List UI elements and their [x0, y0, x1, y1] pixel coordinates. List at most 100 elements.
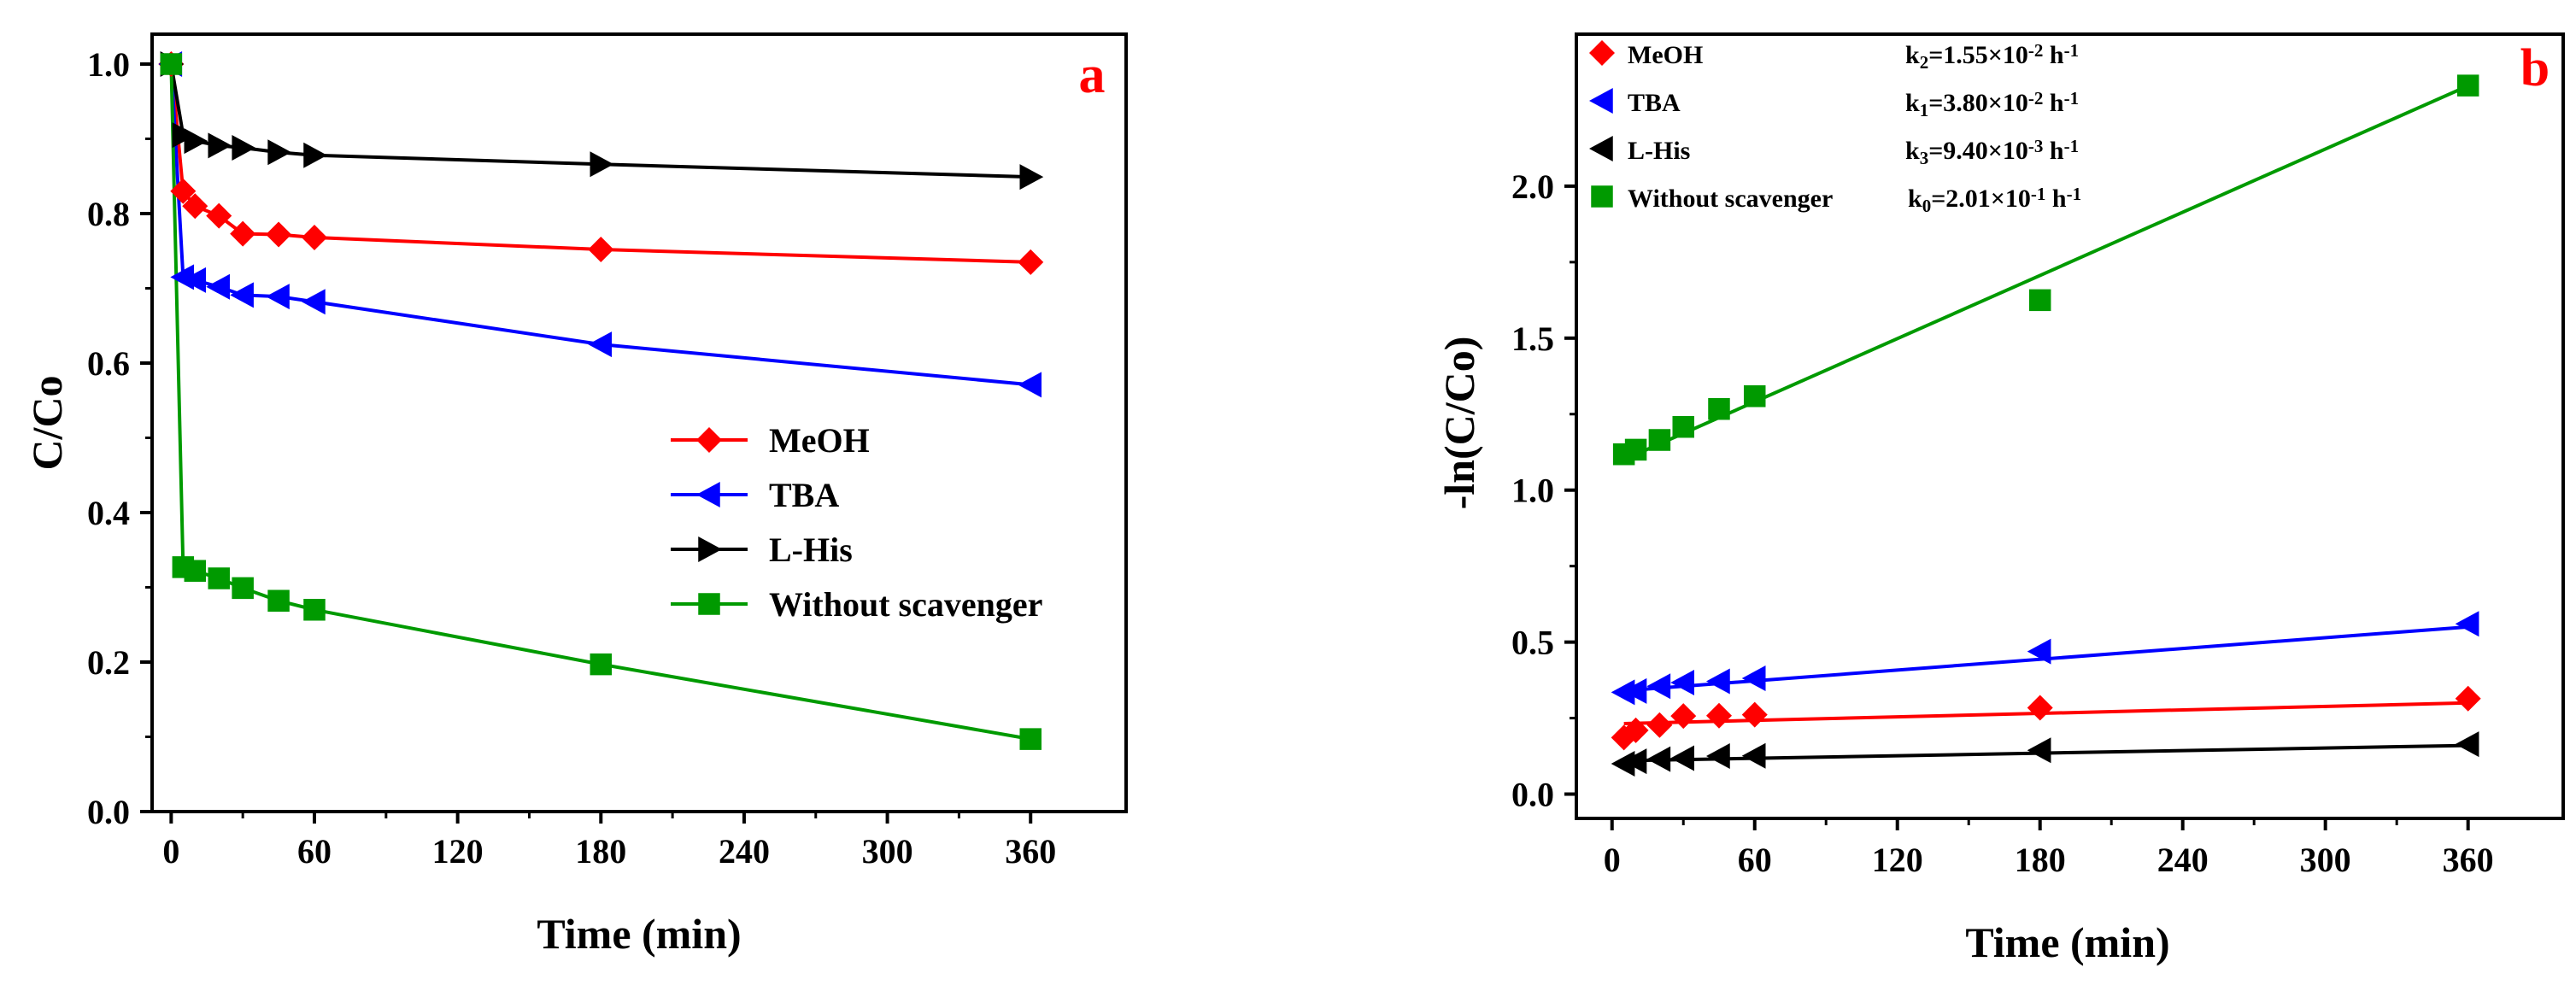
- panel-a-point-meoh: [588, 237, 614, 262]
- panel-b-point-without-scavenger: [1624, 438, 1647, 461]
- panel-a-point-l-his: [172, 122, 197, 149]
- panel-b-point-l-his: [2455, 731, 2479, 758]
- panel-b-y-tick-label: 0.5: [1511, 624, 1554, 662]
- panel-a-point-l-his: [232, 135, 256, 161]
- panel-b-legend-marker-meoh: [1589, 40, 1615, 66]
- panel-a-x-tick-label: 0: [162, 832, 179, 871]
- panel-b-x-tick-label: 240: [2157, 841, 2209, 879]
- panel-b-y-tick-label: 1.0: [1511, 472, 1554, 510]
- panel-b-x-tick-label: 120: [1872, 841, 1923, 879]
- panel-a-point-without-scavenger: [1019, 728, 1042, 750]
- panel-b-legend-label-l-his: L-His: [1628, 137, 1690, 165]
- panel-a-point-without-scavenger: [232, 577, 254, 600]
- panel-a-legend-marker-meoh: [696, 427, 722, 453]
- panel-b-legend-label-tba: TBA: [1628, 89, 1681, 117]
- panel-a-point-without-scavenger: [184, 560, 207, 582]
- panel-a-point-tba: [182, 267, 207, 293]
- panel-a-y-axis-title: C/Co: [23, 375, 71, 470]
- panel-a-point-tba: [266, 284, 290, 310]
- panel-b-chart: 0 60 120 180 240 300 360 0.0 0.5 1.0 1.5 2.0 Time …: [1435, 32, 2565, 966]
- panel-b-point-l-his: [1670, 745, 1694, 771]
- panel-a-legend-label-tba: TBA: [769, 476, 839, 514]
- panel-a-point-l-his: [590, 151, 614, 178]
- panel-a-x-tick-label: 120: [432, 832, 484, 871]
- panel-b-rate-constant-meoh: k2=1.55×10-2 h-1: [1905, 40, 2079, 73]
- panel-a-x-tick-label: 60: [297, 832, 332, 871]
- panel-a-point-l-his: [303, 142, 327, 168]
- panel-b-y-tick-label: 0.0: [1511, 776, 1554, 814]
- panel-a-legend-label-meoh: MeOH: [769, 421, 870, 460]
- panel-a-point-l-his: [267, 139, 292, 166]
- panel-a-point-tba: [230, 282, 254, 308]
- panel-b-rate-constant-without-scavenger: k0=2.01×10-1 h-1: [1908, 184, 2081, 217]
- panel-b-point-meoh: [2455, 685, 2481, 712]
- panel-b-point-l-his: [2027, 737, 2051, 764]
- panel-b-x-tick-label: 180: [2015, 841, 2066, 879]
- panel-a-y-tick-label: 0.4: [87, 494, 130, 532]
- panel-b-rate-constant-tba: k1=3.80×10-2 h-1: [1905, 88, 2079, 121]
- panel-a-letter: a: [1079, 46, 1106, 104]
- panel-b-point-meoh: [1741, 701, 1768, 728]
- panel-a-point-tba: [588, 331, 613, 358]
- panel-a-y-tick-label: 1.0: [87, 45, 130, 84]
- panel-a-point-without-scavenger: [208, 567, 230, 589]
- panel-b-point-tba: [1705, 668, 1730, 695]
- panel-b-point-without-scavenger: [2456, 74, 2479, 97]
- panel-b-point-l-his: [1705, 743, 1730, 770]
- panel-a-x-tick-label: 360: [1005, 832, 1056, 871]
- panel-b-legend-marker-tba: [1589, 88, 1613, 114]
- panel-a-legend-marker-without-scavenger: [698, 593, 720, 615]
- panel-a-point-meoh: [1018, 249, 1044, 275]
- panel-b-point-meoh: [1646, 712, 1673, 738]
- panel-a-y-tick-label: 0.2: [87, 643, 130, 682]
- panel-b-point-tba: [1670, 669, 1694, 695]
- panel-b-point-meoh: [2027, 695, 2053, 721]
- panel-b-point-tba: [2027, 638, 2051, 665]
- panel-a-point-meoh: [170, 178, 197, 204]
- panel-b-point-without-scavenger: [1648, 429, 1671, 451]
- panel-a-legend-label-without-scavenger: Without scavenger: [769, 585, 1042, 624]
- panel-a-chart: 0 60 120 180 240 300 360 0.0 0.2 0.4 0.6 0.8 1.0 Ti…: [23, 32, 1128, 958]
- panel-b-y-axis-title: -ln(C/Co): [1435, 337, 1483, 510]
- panel-a-x-tick-label: 300: [862, 832, 913, 871]
- panel-b-legend: MeOH k2=1.55×10-2 h-1 TBA k1=3.80×10-2 h-1 L…: [1589, 40, 2081, 217]
- panel-b-point-tba: [1646, 673, 1671, 700]
- panel-b-point-without-scavenger: [1743, 385, 1766, 407]
- panel-b-point-without-scavenger: [1708, 397, 1730, 420]
- panel-b-y-tick-label: 1.5: [1511, 320, 1554, 358]
- panel-a-y-tick-label: 0.0: [87, 793, 130, 831]
- panel-a-x-axis-title: Time (min): [537, 910, 741, 958]
- panel-a-y-tick-label: 0.8: [87, 195, 130, 233]
- panel-b-x-tick-label: 300: [2300, 841, 2351, 879]
- panel-b-legend-marker-without-scavenger: [1591, 185, 1613, 208]
- panel-a-legend: MeOH TBA L-His Without scavenger: [671, 421, 1042, 624]
- panel-a-point-tba: [170, 264, 195, 290]
- panel-a-legend-label-l-his: L-His: [769, 531, 853, 569]
- panel-a-point-tba: [1018, 372, 1042, 398]
- panel-b-point-tba: [1622, 677, 1647, 704]
- panel-a-point-without-scavenger: [590, 653, 613, 676]
- panel-a-point-meoh: [182, 193, 208, 220]
- panel-b-point-without-scavenger: [1672, 415, 1694, 438]
- panel-a-point-tba: [206, 273, 230, 300]
- panel-a-legend-marker-l-his: [698, 536, 722, 562]
- panel-b-legend-label-meoh: MeOH: [1628, 41, 1703, 69]
- panel-b-letter: b: [2520, 39, 2550, 97]
- panel-b-point-tba: [1741, 665, 1766, 691]
- panel-b-x-axis-title: Time (min): [1965, 918, 2169, 966]
- panel-b-y-tick-label: 2.0: [1511, 167, 1554, 206]
- panel-a-point-without-scavenger: [303, 599, 326, 621]
- panel-b-point-l-his: [1611, 750, 1635, 777]
- panel-b-legend-marker-l-his: [1589, 136, 1613, 161]
- panel-a-legend-marker-tba: [696, 482, 720, 507]
- panel-b-legend-label-without-scavenger: Without scavenger: [1628, 185, 1833, 213]
- panel-a-point-meoh: [302, 225, 327, 250]
- panel-a-point-without-scavenger: [160, 53, 183, 75]
- panel-b-x-tick-label: 60: [1738, 841, 1772, 879]
- panel-a-y-tick-label: 0.6: [87, 344, 130, 383]
- panel-a-line-tba: [169, 63, 1031, 387]
- panel-b-point-meoh: [1670, 703, 1697, 730]
- panel-b-point-l-his: [1622, 748, 1647, 775]
- panel-b-point-meoh: [1705, 702, 1732, 729]
